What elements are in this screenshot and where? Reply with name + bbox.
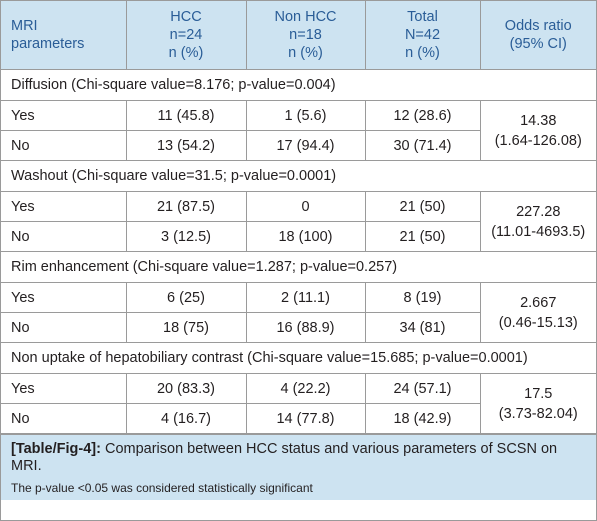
cell-total: 18 (42.9) bbox=[364, 403, 480, 434]
cell-non-hcc: 0 bbox=[245, 191, 366, 222]
table-row: Yes 21 (87.5) 0 21 (50) 227.28 (11.01-46… bbox=[1, 191, 596, 252]
cell-odds-ratio: 2.667 (0.46-15.13) bbox=[479, 282, 596, 343]
cell-hcc: 18 (75) bbox=[125, 312, 247, 343]
row-label: Yes bbox=[1, 191, 127, 222]
cell-non-hcc: 1 (5.6) bbox=[245, 100, 366, 131]
caption-tag: [Table/Fig-4]: bbox=[11, 441, 101, 457]
section-row-diffusion: Diffusion (Chi-square value=8.176; p-val… bbox=[1, 69, 596, 101]
section-row-rim-enhancement: Rim enhancement (Chi-square value=1.287;… bbox=[1, 251, 596, 283]
table-row: Yes 6 (25) 2 (11.1) 8 (19) 2.667 (0.46-1… bbox=[1, 282, 596, 343]
section-row-washout: Washout (Chi-square value=31.5; p-value=… bbox=[1, 160, 596, 192]
row-label: No bbox=[1, 221, 127, 252]
cell-non-hcc: 16 (88.9) bbox=[245, 312, 366, 343]
table-row: No 4 (16.7) 14 (77.8) 18 (42.9) bbox=[1, 403, 596, 434]
table-row: Yes 11 (45.8) 1 (5.6) 12 (28.6) 14.38 (1… bbox=[1, 100, 596, 161]
cell-non-hcc: 2 (11.1) bbox=[245, 282, 366, 313]
table-header-row: MRI parameters HCC n=24 n (%) Non HCC n=… bbox=[1, 1, 596, 70]
cell-odds-ratio: 17.5 (3.73-82.04) bbox=[479, 373, 596, 434]
cell-total: 30 (71.4) bbox=[364, 130, 480, 161]
cell-non-hcc: 17 (94.4) bbox=[245, 130, 366, 161]
cell-hcc: 21 (87.5) bbox=[125, 191, 247, 222]
row-label: No bbox=[1, 403, 127, 434]
cell-non-hcc: 18 (100) bbox=[245, 221, 366, 252]
cell-hcc: 13 (54.2) bbox=[125, 130, 247, 161]
section-title: Diffusion (Chi-square value=8.176; p-val… bbox=[1, 69, 596, 101]
mri-comparison-table: MRI parameters HCC n=24 n (%) Non HCC n=… bbox=[1, 1, 596, 434]
row-label: Yes bbox=[1, 282, 127, 313]
section-title: Washout (Chi-square value=31.5; p-value=… bbox=[1, 160, 596, 192]
cell-hcc: 20 (83.3) bbox=[125, 373, 247, 404]
caption-body: Comparison between HCC status and variou… bbox=[11, 441, 558, 474]
cell-total: 24 (57.1) bbox=[364, 373, 481, 404]
section-title: Non uptake of hepatobiliary contrast (Ch… bbox=[1, 342, 596, 374]
header-total: Total N=42 n (%) bbox=[364, 1, 481, 70]
cell-hcc: 4 (16.7) bbox=[125, 403, 247, 434]
table-row: No 3 (12.5) 18 (100) 21 (50) bbox=[1, 221, 596, 252]
header-odds-ratio: Odds ratio (95% CI) bbox=[479, 1, 596, 70]
row-label: No bbox=[1, 130, 127, 161]
row-label: Yes bbox=[1, 373, 127, 404]
section-title: Rim enhancement (Chi-square value=1.287;… bbox=[1, 251, 596, 283]
cell-total: 21 (50) bbox=[364, 221, 480, 252]
cell-total: 34 (81) bbox=[364, 312, 480, 343]
row-label: Yes bbox=[1, 100, 127, 131]
cell-total: 8 (19) bbox=[364, 282, 481, 313]
header-non-hcc: Non HCC n=18 n (%) bbox=[245, 1, 366, 70]
caption-text: [Table/Fig-4]: Comparison between HCC st… bbox=[11, 441, 586, 475]
table-row: Yes 20 (83.3) 4 (22.2) 24 (57.1) 17.5 (3… bbox=[1, 373, 596, 434]
row-label: No bbox=[1, 312, 127, 343]
cell-hcc: 3 (12.5) bbox=[125, 221, 247, 252]
cell-total: 21 (50) bbox=[364, 191, 481, 222]
cell-non-hcc: 14 (77.8) bbox=[245, 403, 366, 434]
caption-note: The p-value <0.05 was considered statist… bbox=[11, 481, 313, 495]
cell-total: 12 (28.6) bbox=[364, 100, 481, 131]
figure-caption: [Table/Fig-4]: Comparison between HCC st… bbox=[1, 434, 596, 500]
header-hcc: HCC n=24 n (%) bbox=[125, 1, 247, 70]
cell-non-hcc: 4 (22.2) bbox=[245, 373, 366, 404]
cell-odds-ratio: 14.38 (1.64-126.08) bbox=[479, 100, 596, 161]
cell-odds-ratio: 227.28 (11.01-4693.5) bbox=[479, 191, 596, 252]
section-row-hepatobiliary-contrast: Non uptake of hepatobiliary contrast (Ch… bbox=[1, 342, 596, 374]
cell-hcc: 11 (45.8) bbox=[125, 100, 247, 131]
header-mri-parameters: MRI parameters bbox=[1, 1, 127, 70]
cell-hcc: 6 (25) bbox=[125, 282, 247, 313]
